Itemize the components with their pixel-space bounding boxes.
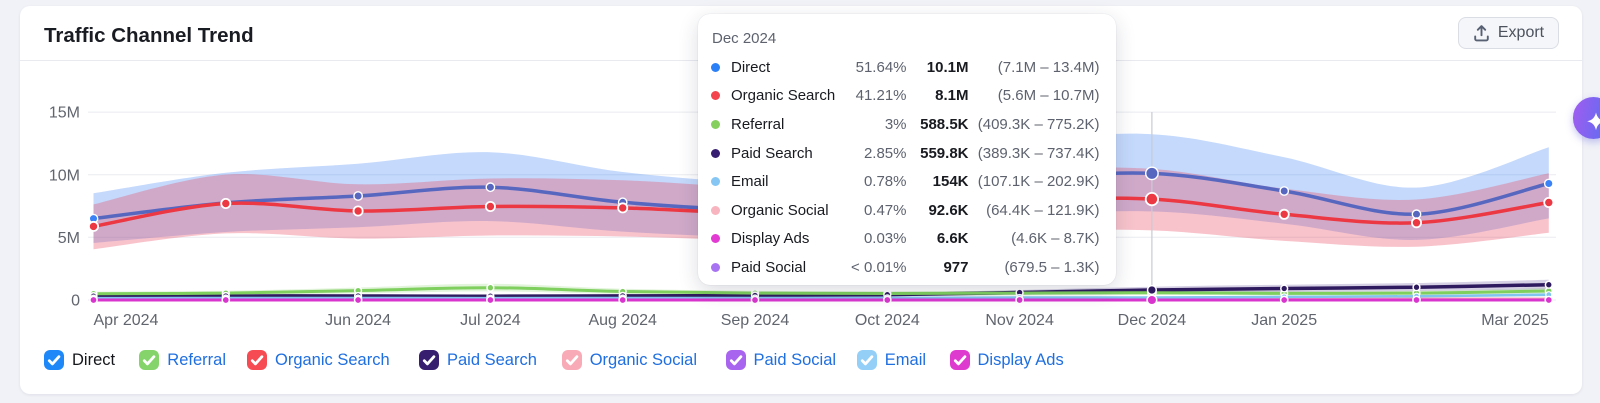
svg-text:Mar 2025: Mar 2025 <box>1481 312 1549 329</box>
svg-text:Jul 2024: Jul 2024 <box>460 312 521 329</box>
svg-text:15M: 15M <box>49 105 80 122</box>
svg-text:Jan 2025: Jan 2025 <box>1251 312 1317 329</box>
svg-text:10M: 10M <box>49 167 80 184</box>
svg-text:0: 0 <box>71 293 80 310</box>
svg-text:Aug 2024: Aug 2024 <box>588 312 657 329</box>
svg-text:Nov 2024: Nov 2024 <box>985 312 1054 329</box>
svg-text:Oct 2024: Oct 2024 <box>855 312 920 329</box>
svg-text:Dec 2024: Dec 2024 <box>1118 312 1187 329</box>
svg-text:Sep 2024: Sep 2024 <box>721 312 790 329</box>
svg-text:Jun 2024: Jun 2024 <box>325 312 391 329</box>
svg-text:5M: 5M <box>58 230 80 247</box>
svg-text:Apr 2024: Apr 2024 <box>94 312 159 329</box>
